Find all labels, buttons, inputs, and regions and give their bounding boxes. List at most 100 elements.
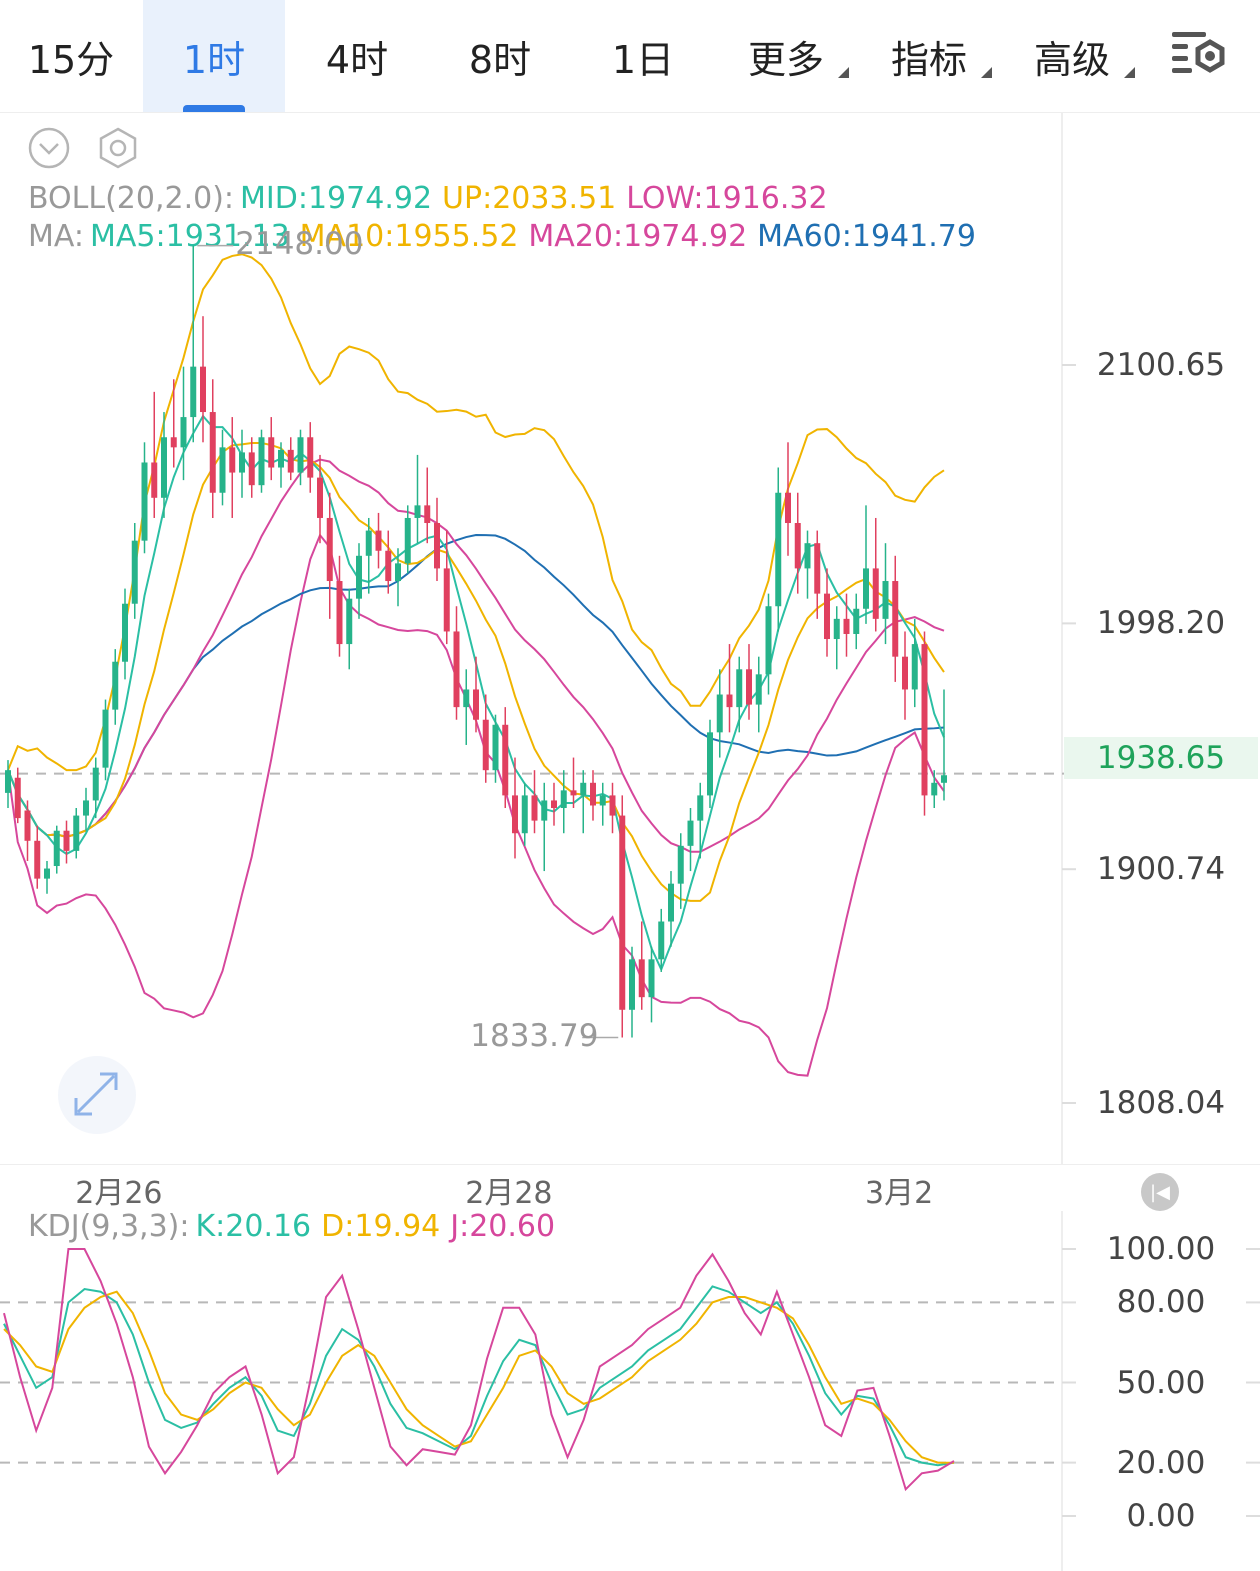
candle-body xyxy=(356,555,362,599)
candle-body xyxy=(863,568,869,609)
candle-body xyxy=(638,959,645,998)
kdj-k: K:20.16 xyxy=(195,1209,312,1244)
tab-label: 1日 xyxy=(611,37,675,82)
tab-label: 高级 xyxy=(1033,37,1110,82)
candle-body xyxy=(112,661,119,710)
boll-mid: MID:1974.92 xyxy=(240,181,433,216)
candle-body xyxy=(521,795,528,834)
max-price-annotation: 2148.00 xyxy=(235,225,364,262)
ma10-line xyxy=(7,442,945,902)
timeframe-tabs: 15分 1时 4时 8时 1日 更多 指标 高级 xyxy=(0,0,1260,113)
candle-body xyxy=(209,412,216,493)
candle-body xyxy=(765,606,772,675)
kdj-tick-label: 100.00 xyxy=(1106,1231,1216,1267)
candle-body xyxy=(131,540,138,604)
indicator-settings-icon[interactable] xyxy=(96,126,140,170)
candle-body xyxy=(551,800,557,809)
tab-label: 更多 xyxy=(747,37,824,82)
candle-body xyxy=(375,530,382,551)
candle-body xyxy=(5,770,11,793)
price-tick-label: 1900.74 xyxy=(1096,851,1226,888)
candle-body xyxy=(73,815,80,851)
candle-body xyxy=(190,366,197,418)
candlestick-chart[interactable] xyxy=(0,0,1260,1165)
ma60-value: MA60:1941.79 xyxy=(757,219,976,254)
boll-legend: BOLL(20,2.0): MID:1974.92 UP:2033.51 LOW:19… xyxy=(28,181,838,216)
candle-body xyxy=(482,719,489,771)
candle-body xyxy=(707,732,713,796)
candle-body xyxy=(170,437,177,448)
tab-label: 15分 xyxy=(27,37,115,82)
tab-label: 8时 xyxy=(468,37,532,82)
price-tick-label: 1998.20 xyxy=(1096,605,1226,642)
dropdown-caret-icon xyxy=(1124,67,1135,78)
candle-body xyxy=(833,618,840,640)
candle-body xyxy=(239,452,245,473)
tab-7[interactable]: 高级 xyxy=(1001,0,1143,112)
candle-body xyxy=(658,921,665,960)
current-price-label: 1938.65 xyxy=(1064,737,1258,779)
tab-2[interactable]: 4时 xyxy=(286,0,428,112)
candle-body xyxy=(473,689,479,720)
tab-6[interactable]: 指标 xyxy=(858,0,1000,112)
candle-body xyxy=(268,437,275,468)
candle-body xyxy=(424,505,431,524)
candle-body xyxy=(755,674,762,705)
candle-body xyxy=(853,608,860,634)
candle-body xyxy=(502,724,509,796)
candle-body xyxy=(404,517,411,564)
candle-body xyxy=(541,800,548,821)
expand-arrows-icon xyxy=(74,1072,118,1116)
candle-body xyxy=(219,447,226,493)
tab-4[interactable]: 1日 xyxy=(572,0,714,112)
candle-body xyxy=(629,959,635,1010)
candle-body xyxy=(248,452,255,486)
candle-body xyxy=(824,593,830,640)
kdj-tick-label: 80.00 xyxy=(1116,1284,1206,1321)
expand-chart-button[interactable] xyxy=(58,1056,136,1134)
candle-body xyxy=(512,795,518,834)
candle-body xyxy=(872,568,879,619)
tab-5[interactable]: 更多 xyxy=(715,0,857,112)
date-tick-label: 2月28 xyxy=(465,1176,553,1211)
candle-body xyxy=(180,417,187,448)
candle-body xyxy=(434,523,440,569)
chart-settings-icon[interactable] xyxy=(1168,26,1230,82)
candle-body xyxy=(902,656,908,690)
tab-0[interactable]: 15分 xyxy=(0,0,142,112)
tab-3[interactable]: 8时 xyxy=(429,0,571,112)
boll-label: BOLL(20,2.0): xyxy=(28,181,235,216)
collapse-chevron-icon[interactable] xyxy=(27,126,71,170)
kdj-tick-label: 20.00 xyxy=(1116,1444,1206,1481)
ma5-value: MA5:1931.13 xyxy=(90,219,290,254)
candle-body xyxy=(668,883,674,922)
rewind-to-latest-button[interactable]: |◀ xyxy=(1141,1173,1179,1211)
kdj-chart[interactable] xyxy=(0,1211,1260,1571)
date-tick-label: 3月2 xyxy=(865,1176,934,1211)
kdj-d-line xyxy=(3,1290,955,1464)
candle-body xyxy=(580,782,587,796)
ma20-line xyxy=(7,458,945,853)
candle-body xyxy=(122,603,128,662)
candle-body xyxy=(609,795,616,816)
candle-body xyxy=(326,517,333,582)
candle-body xyxy=(92,767,99,801)
candle-body xyxy=(931,782,938,796)
tab-label: 1时 xyxy=(182,37,246,82)
candle-body xyxy=(492,724,499,771)
candle-body xyxy=(560,790,567,809)
candle-body xyxy=(882,581,889,619)
candle-body xyxy=(726,694,733,708)
tab-label: 指标 xyxy=(890,37,967,82)
dropdown-caret-icon xyxy=(981,67,992,78)
boll-low: LOW:1916.32 xyxy=(626,181,828,216)
candle-body xyxy=(63,830,70,851)
candle-body xyxy=(336,581,343,645)
price-tick-label: 1808.04 xyxy=(1096,1085,1226,1121)
ma-label: MA: xyxy=(28,219,84,254)
tab-1[interactable]: 1时 xyxy=(143,0,285,112)
candle-body xyxy=(141,462,148,541)
candle-body xyxy=(365,530,372,556)
price-tick-label: 2100.65 xyxy=(1096,347,1226,383)
candle-body xyxy=(619,815,626,1010)
